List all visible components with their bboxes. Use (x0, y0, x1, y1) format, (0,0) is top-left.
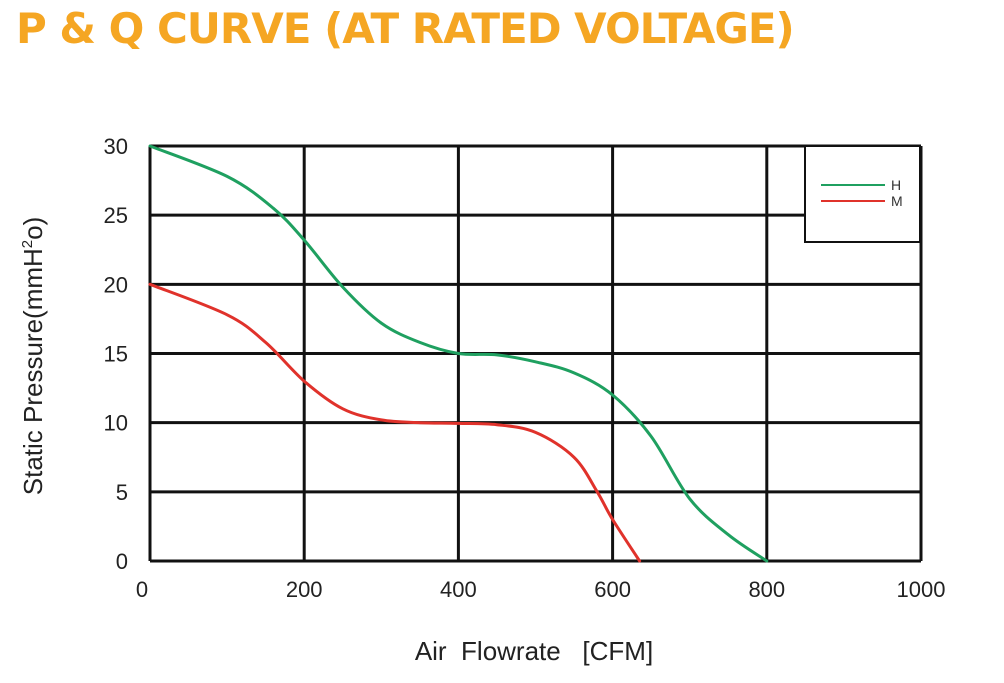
y-tick-label: 10 (104, 411, 128, 436)
series-line-h (148, 144, 769, 563)
x-tick-label: 1000 (897, 577, 946, 602)
legend-box (804, 145, 921, 243)
tick-labels: 0 200 400 600 800 1000 0 5 10 15 20 25 30 (104, 134, 946, 602)
y-tick-label: 0 (116, 549, 128, 574)
legend-label-m: M (891, 193, 903, 209)
series-line-m (148, 282, 642, 563)
x-tick-label: 200 (286, 577, 323, 602)
legend: HM (804, 145, 921, 243)
x-tick-label: 800 (748, 577, 785, 602)
x-axis-title: Air Flowrate [CFM] (415, 636, 653, 666)
x-tick-label: 600 (594, 577, 631, 602)
y-tick-label: 15 (104, 342, 128, 367)
x-tick-label: 400 (440, 577, 477, 602)
y-tick-label: 25 (104, 203, 128, 228)
y-tick-label: 20 (104, 272, 128, 297)
y-axis-title-end: o) (18, 217, 48, 240)
chart-title: P & Q CURVE (AT RATED VOLTAGE) (16, 4, 795, 53)
y-axis-title-superscript: 2 (19, 240, 36, 248)
y-tick-label: 5 (116, 480, 128, 505)
y-axis-title-main: Static Pressure(mmH (18, 248, 48, 495)
y-axis-title: Static Pressure(mmH2o) (18, 217, 48, 496)
legend-label-h: H (891, 177, 901, 193)
series-lines (148, 144, 769, 563)
y-tick-label: 30 (104, 134, 128, 159)
x-tick-label: 0 (136, 577, 148, 602)
